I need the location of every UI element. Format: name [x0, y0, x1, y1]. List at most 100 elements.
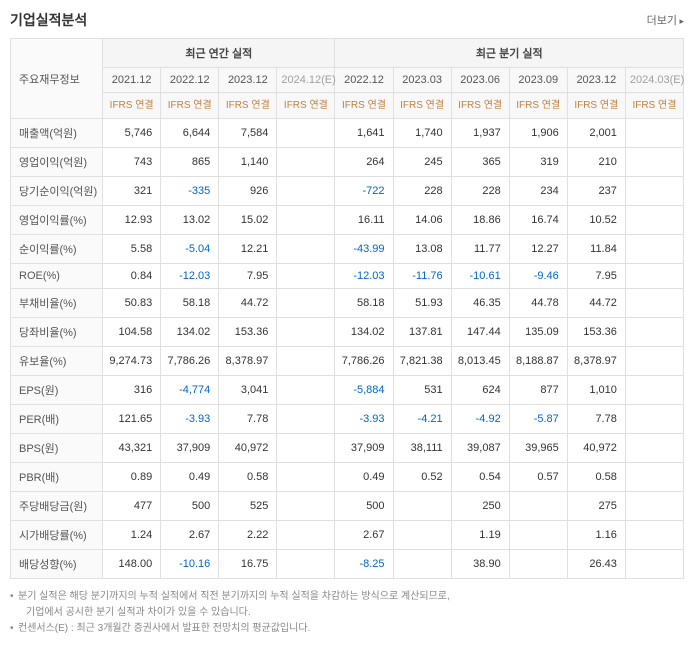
table-row: 시가배당률(%)1.242.672.222.671.191.16: [11, 521, 684, 550]
table-row: 부채비율(%)50.8358.1844.7258.1851.9346.3544.…: [11, 289, 684, 318]
footnote: 분기 실적은 해당 분기까지의 누적 실적에서 직전 분기까지의 누적 실적을 …: [10, 589, 684, 605]
table-row: 순이익률(%)5.58-5.0412.21-43.9913.0811.7712.…: [11, 235, 684, 264]
value-cell: 58.18: [161, 289, 219, 318]
value-cell: -5.87: [509, 405, 567, 434]
value-cell: [509, 492, 567, 521]
value-cell: 40,972: [219, 434, 277, 463]
value-cell: [277, 177, 335, 206]
value-cell: 7,786.26: [161, 347, 219, 376]
value-cell: 153.36: [567, 318, 625, 347]
value-cell: 7,821.38: [393, 347, 451, 376]
value-cell: 2.67: [161, 521, 219, 550]
panel-title: 기업실적분석: [10, 10, 87, 30]
value-cell: 12.21: [219, 235, 277, 264]
value-cell: 51.93: [393, 289, 451, 318]
value-cell: [393, 550, 451, 579]
row-label: 주당배당금(원): [11, 492, 103, 521]
value-cell: 926: [219, 177, 277, 206]
value-cell: 500: [161, 492, 219, 521]
value-cell: -12.03: [161, 264, 219, 289]
value-cell: -3.93: [335, 405, 393, 434]
row-label: 배당성향(%): [11, 550, 103, 579]
value-cell: -5.04: [161, 235, 219, 264]
value-cell: [625, 289, 683, 318]
value-cell: -8.25: [335, 550, 393, 579]
period-cell: 2022.12: [161, 68, 219, 93]
value-cell: 2,001: [567, 119, 625, 148]
value-cell: 12.93: [103, 206, 161, 235]
value-cell: 8,013.45: [451, 347, 509, 376]
value-cell: 245: [393, 148, 451, 177]
value-cell: [277, 347, 335, 376]
more-link[interactable]: 더보기: [647, 12, 684, 28]
value-cell: 1,906: [509, 119, 567, 148]
value-cell: -4,774: [161, 376, 219, 405]
value-cell: [625, 235, 683, 264]
value-cell: -3.93: [161, 405, 219, 434]
value-cell: 264: [335, 148, 393, 177]
value-cell: 228: [451, 177, 509, 206]
value-cell: -4.92: [451, 405, 509, 434]
value-cell: 0.49: [335, 463, 393, 492]
value-cell: [625, 463, 683, 492]
row-label: EPS(원): [11, 376, 103, 405]
value-cell: 58.18: [335, 289, 393, 318]
value-cell: [277, 405, 335, 434]
value-cell: [277, 206, 335, 235]
row-label: 매출액(억원): [11, 119, 103, 148]
value-cell: -12.03: [335, 264, 393, 289]
value-cell: [625, 521, 683, 550]
value-cell: [277, 376, 335, 405]
value-cell: 0.49: [161, 463, 219, 492]
value-cell: [625, 347, 683, 376]
table-row: EPS(원)316-4,7743,041-5,8845316248771,010: [11, 376, 684, 405]
ifrs-label: IFRS 연결: [567, 93, 625, 119]
row-label: 당기순이익(억원): [11, 177, 103, 206]
value-cell: 148.00: [103, 550, 161, 579]
value-cell: [509, 550, 567, 579]
row-label: 영업이익(억원): [11, 148, 103, 177]
period-cell-estimate: 2024.03(E): [625, 68, 683, 93]
value-cell: 43,321: [103, 434, 161, 463]
value-cell: 477: [103, 492, 161, 521]
value-cell: 11.77: [451, 235, 509, 264]
row-label: PER(배): [11, 405, 103, 434]
value-cell: 37,909: [335, 434, 393, 463]
value-cell: 2.22: [219, 521, 277, 550]
table-row: 영업이익(억원)7438651,140264245365319210: [11, 148, 684, 177]
value-cell: [625, 550, 683, 579]
value-cell: 8,378.97: [219, 347, 277, 376]
value-cell: 44.72: [219, 289, 277, 318]
ifrs-label: IFRS 연결: [219, 93, 277, 119]
value-cell: 1.24: [103, 521, 161, 550]
value-cell: 0.58: [219, 463, 277, 492]
value-cell: -4.21: [393, 405, 451, 434]
value-cell: 15.02: [219, 206, 277, 235]
value-cell: 147.44: [451, 318, 509, 347]
value-cell: 12.27: [509, 235, 567, 264]
value-cell: [625, 434, 683, 463]
value-cell: 10.52: [567, 206, 625, 235]
value-cell: 16.74: [509, 206, 567, 235]
value-cell: 865: [161, 148, 219, 177]
value-cell: 6,644: [161, 119, 219, 148]
period-cell: 2021.12: [103, 68, 161, 93]
value-cell: 8,188.87: [509, 347, 567, 376]
value-cell: -43.99: [335, 235, 393, 264]
value-cell: [277, 235, 335, 264]
row-label: 순이익률(%): [11, 235, 103, 264]
value-cell: 121.65: [103, 405, 161, 434]
value-cell: [277, 550, 335, 579]
value-cell: [625, 148, 683, 177]
row-label: BPS(원): [11, 434, 103, 463]
value-cell: [277, 492, 335, 521]
table-row: 유보율(%)9,274.737,786.268,378.977,786.267,…: [11, 347, 684, 376]
value-cell: 624: [451, 376, 509, 405]
value-cell: 46.35: [451, 289, 509, 318]
value-cell: 0.54: [451, 463, 509, 492]
value-cell: 134.02: [161, 318, 219, 347]
period-cell: 2023.12: [567, 68, 625, 93]
value-cell: 1,010: [567, 376, 625, 405]
ifrs-label: IFRS 연결: [393, 93, 451, 119]
value-cell: 39,965: [509, 434, 567, 463]
